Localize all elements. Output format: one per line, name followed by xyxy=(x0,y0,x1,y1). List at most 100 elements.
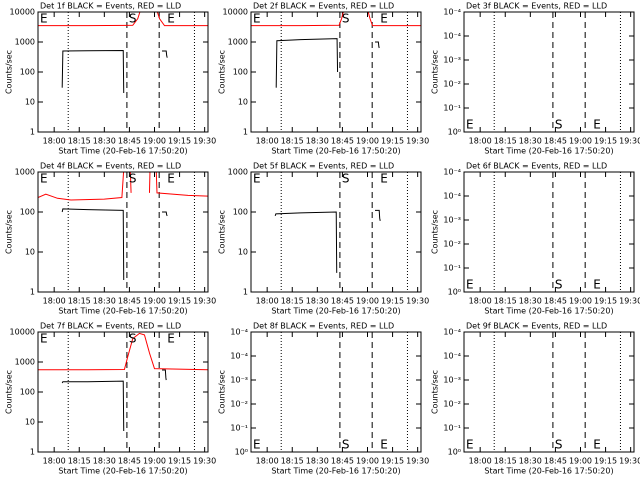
y-tick-label: 10⁰ xyxy=(448,128,461,137)
x-tick-label: 19:30 xyxy=(406,137,429,146)
y-tick-label: 10⁻⁴ xyxy=(230,328,248,337)
panel-title: Det 1f BLACK = Events, RED = LLD xyxy=(40,2,181,11)
x-tick-label: 18:30 xyxy=(93,297,116,306)
x-tick-label: 19:00 xyxy=(356,137,379,146)
y-tick-label: 10000 xyxy=(10,8,35,17)
y-tick-label: 10 xyxy=(25,248,35,257)
annotation: E xyxy=(40,172,48,186)
x-tick-label: 19:30 xyxy=(193,457,216,466)
y-tick-label: 10 xyxy=(238,248,248,257)
x-tick-label: 18:00 xyxy=(469,137,492,146)
x-tick-label: 18:45 xyxy=(544,457,567,466)
x-tick-label: 18:45 xyxy=(118,137,141,146)
series-line xyxy=(61,50,168,93)
x-tick-label: 19:00 xyxy=(356,457,379,466)
y-tick-label: 10 xyxy=(25,98,35,107)
annotation: S xyxy=(129,332,137,346)
frame xyxy=(463,11,635,133)
y-tick-label: 10⁰ xyxy=(448,448,461,457)
panel: Det 4f BLACK = Events, RED = LLD Start Ti… xyxy=(5,162,217,316)
y-axis-label: Counts/sec xyxy=(431,210,440,254)
x-axis-label: Start Time (20-Feb-16 17:50:20) xyxy=(271,147,400,156)
x-tick-label: 18:30 xyxy=(306,297,329,306)
x-tick-label: 18:00 xyxy=(43,137,66,146)
series-line xyxy=(61,208,168,280)
frame xyxy=(463,171,635,293)
annotation: S xyxy=(555,278,563,292)
x-tick-label: 18:30 xyxy=(519,297,542,306)
y-axis-label: Counts/sec xyxy=(5,370,14,414)
panel: Det 3f BLACK = Events, RED = LLD Start Ti… xyxy=(431,2,640,156)
frame xyxy=(37,11,209,133)
panel-title: Det 4f BLACK = Events, RED = LLD xyxy=(40,162,181,171)
x-axis-label: Start Time (20-Feb-16 17:50:20) xyxy=(58,467,187,476)
x-tick-label: 19:00 xyxy=(569,297,592,306)
series-line xyxy=(275,38,380,88)
panel: Det 5f BLACK = Events, RED = LLD Start Ti… xyxy=(218,162,430,316)
y-tick-label: 100 xyxy=(20,208,35,217)
x-tick-label: 19:15 xyxy=(594,137,617,146)
x-tick-label: 18:00 xyxy=(469,457,492,466)
x-tick-label: 19:00 xyxy=(143,137,166,146)
x-tick-label: 18:00 xyxy=(256,137,279,146)
x-tick-label: 19:30 xyxy=(619,457,640,466)
frame xyxy=(250,171,422,293)
y-tick-label: 10⁻⁴ xyxy=(443,352,461,361)
y-tick-label: 10⁻¹ xyxy=(443,264,461,273)
x-tick-label: 19:15 xyxy=(381,457,404,466)
panel: Det 6f BLACK = Events, RED = LLD Start Ti… xyxy=(431,162,640,316)
y-tick-label: 10⁻³ xyxy=(443,216,461,225)
annotation: S xyxy=(129,172,137,186)
annotation: E xyxy=(167,172,175,186)
x-tick-label: 18:15 xyxy=(68,137,91,146)
panel: Det 9f BLACK = Events, RED = LLD Start Ti… xyxy=(431,322,640,476)
annotation: E xyxy=(380,172,388,186)
y-tick-label: 1 xyxy=(243,288,248,297)
x-tick-label: 18:45 xyxy=(331,137,354,146)
y-axis-label: Counts/sec xyxy=(431,50,440,94)
x-tick-label: 18:00 xyxy=(43,457,66,466)
x-tick-label: 18:45 xyxy=(331,297,354,306)
frame xyxy=(250,11,422,133)
y-tick-label: 10⁻² xyxy=(443,240,461,249)
x-tick-label: 19:15 xyxy=(381,137,404,146)
x-tick-label: 18:30 xyxy=(93,457,116,466)
x-tick-label: 18:15 xyxy=(68,297,91,306)
y-tick-label: 10⁻⁴ xyxy=(443,8,461,17)
annotation: E xyxy=(593,118,601,132)
panel: Det 1f BLACK = Events, RED = LLD Start Ti… xyxy=(5,2,217,156)
x-tick-label: 19:30 xyxy=(193,297,216,306)
x-tick-label: 18:15 xyxy=(281,297,304,306)
panel-title: Det 6f BLACK = Events, RED = LLD xyxy=(466,162,607,171)
panel-title: Det 2f BLACK = Events, RED = LLD xyxy=(253,2,394,11)
x-tick-label: 19:30 xyxy=(406,297,429,306)
y-tick-label: 100 xyxy=(233,208,248,217)
x-tick-label: 18:15 xyxy=(68,457,91,466)
x-tick-label: 18:45 xyxy=(118,297,141,306)
y-tick-label: 10⁻² xyxy=(443,400,461,409)
x-axis-label: Start Time (20-Feb-16 17:50:20) xyxy=(58,307,187,316)
annotation: E xyxy=(593,438,601,452)
y-tick-label: 10⁻¹ xyxy=(230,424,248,433)
x-tick-label: 18:15 xyxy=(494,297,517,306)
annotation: S xyxy=(555,118,563,132)
annotation: E xyxy=(253,12,261,26)
y-axis-label: Counts/sec xyxy=(218,210,227,254)
x-tick-label: 19:30 xyxy=(193,137,216,146)
y-tick-label: 1 xyxy=(30,128,35,137)
y-axis-label: Counts/sec xyxy=(218,50,227,94)
x-axis-label: Start Time (20-Feb-16 17:50:20) xyxy=(58,147,187,156)
y-axis-label: Counts/sec xyxy=(431,370,440,414)
series-line xyxy=(61,369,167,432)
y-axis-label: Counts/sec xyxy=(218,370,227,414)
y-tick-label: 10⁻⁴ xyxy=(443,328,461,337)
panel-title: Det 9f BLACK = Events, RED = LLD xyxy=(466,322,607,331)
x-tick-label: 19:30 xyxy=(406,457,429,466)
y-tick-label: 10⁻⁴ xyxy=(443,192,461,201)
annotation: E xyxy=(466,278,474,292)
panel-title: Det 3f BLACK = Events, RED = LLD xyxy=(466,2,607,11)
x-tick-label: 19:00 xyxy=(569,457,592,466)
y-tick-label: 1000 xyxy=(15,168,35,177)
